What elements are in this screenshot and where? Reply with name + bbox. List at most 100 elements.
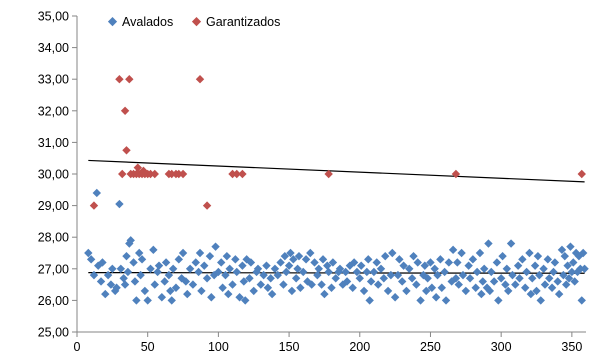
point-avalados: [437, 283, 446, 292]
point-avalados: [465, 274, 475, 283]
point-avalados: [301, 255, 311, 264]
point-garantizados: [232, 169, 241, 179]
point-garantizados: [167, 169, 176, 179]
point-avalados: [195, 248, 205, 258]
point-avalados: [369, 267, 379, 277]
point-avalados: [540, 280, 550, 289]
y-tick-label: 25,00: [38, 326, 69, 340]
point-avalados: [471, 283, 480, 292]
point-garantizados: [324, 169, 333, 179]
point-avalados: [485, 286, 495, 296]
point-avalados: [327, 283, 336, 292]
point-avalados: [402, 286, 411, 296]
point-avalados: [451, 274, 461, 283]
point-avalados: [263, 283, 273, 292]
point-avalados: [224, 289, 233, 299]
point-avalados: [494, 296, 503, 305]
point-avalados: [293, 264, 302, 273]
point-avalados: [103, 270, 113, 280]
point-avalados: [306, 248, 315, 258]
point-avalados: [286, 248, 295, 258]
point-avalados: [166, 286, 175, 296]
point-avalados: [553, 277, 562, 286]
point-avalados: [379, 274, 389, 283]
point-avalados: [554, 289, 564, 299]
point-avalados: [140, 286, 150, 296]
point-avalados: [116, 264, 126, 273]
y-tick-label: 34,00: [38, 41, 69, 55]
x-tick-label: 350: [561, 340, 582, 354]
point-avalados: [564, 274, 574, 283]
point-avalados: [393, 270, 403, 280]
point-avalados: [365, 296, 374, 305]
point-avalados: [178, 248, 188, 258]
point-avalados: [348, 283, 357, 292]
point-garantizados: [577, 169, 586, 179]
point-avalados: [458, 270, 468, 280]
point-avalados: [484, 239, 493, 248]
point-avalados: [276, 258, 285, 267]
point-avalados: [355, 274, 364, 283]
x-tick-label: 0: [74, 340, 81, 354]
point-garantizados: [195, 75, 205, 84]
point-avalados: [188, 280, 198, 289]
point-avalados: [366, 277, 376, 286]
point-avalados: [376, 264, 386, 273]
point-avalados: [135, 248, 144, 258]
point-avalados: [501, 280, 510, 289]
point-garantizados: [122, 146, 131, 155]
point-avalados: [405, 264, 414, 273]
point-avalados: [221, 270, 230, 280]
point-garantizados: [146, 169, 155, 179]
point-avalados: [388, 248, 397, 258]
point-avalados: [253, 264, 263, 273]
y-tick-label: 27,00: [38, 262, 69, 276]
point-avalados: [146, 264, 155, 273]
point-avalados: [171, 283, 181, 292]
point-avalados: [563, 261, 572, 270]
point-avalados: [313, 270, 322, 280]
point-avalados: [112, 283, 121, 292]
point-avalados: [84, 248, 93, 258]
point-avalados: [570, 277, 579, 286]
y-tick-label: 31,00: [38, 136, 69, 150]
point-avalados: [225, 264, 234, 273]
point-garantizados: [228, 169, 237, 179]
point-avalados: [412, 280, 421, 289]
point-garantizados: [115, 75, 124, 84]
point-avalados: [235, 293, 244, 302]
point-avalados: [136, 270, 145, 280]
point-avalados: [207, 293, 216, 302]
point-avalados: [426, 258, 435, 267]
point-avalados: [478, 277, 487, 286]
point-avalados: [157, 293, 167, 302]
point-avalados: [422, 286, 431, 296]
point-garantizados: [120, 106, 130, 115]
point-avalados: [480, 264, 489, 273]
point-avalados: [578, 248, 588, 258]
point-avalados: [431, 293, 441, 302]
point-avalados: [194, 267, 203, 277]
point-avalados: [562, 280, 571, 289]
point-garantizados: [118, 169, 127, 179]
point-avalados: [266, 274, 275, 283]
point-avalados: [550, 258, 560, 267]
point-avalados: [496, 274, 506, 283]
point-avalados: [202, 274, 212, 283]
y-tick-label: 28,00: [38, 231, 69, 245]
point-avalados: [335, 264, 345, 273]
point-avalados: [457, 248, 466, 258]
point-avalados: [289, 255, 298, 264]
x-tick-group: 0 50 100 150 200 250 300 350: [74, 332, 582, 354]
point-avalados: [448, 245, 458, 255]
x-tick-label: 50: [141, 340, 155, 354]
point-avalados: [454, 280, 463, 289]
point-avalados: [282, 267, 291, 277]
point-avalados: [324, 267, 333, 277]
point-avalados: [307, 280, 316, 289]
point-avalados: [294, 251, 304, 261]
point-avalados: [506, 239, 516, 248]
point-avalados: [239, 277, 249, 286]
legend-label-avalados: Avalados: [122, 15, 173, 29]
